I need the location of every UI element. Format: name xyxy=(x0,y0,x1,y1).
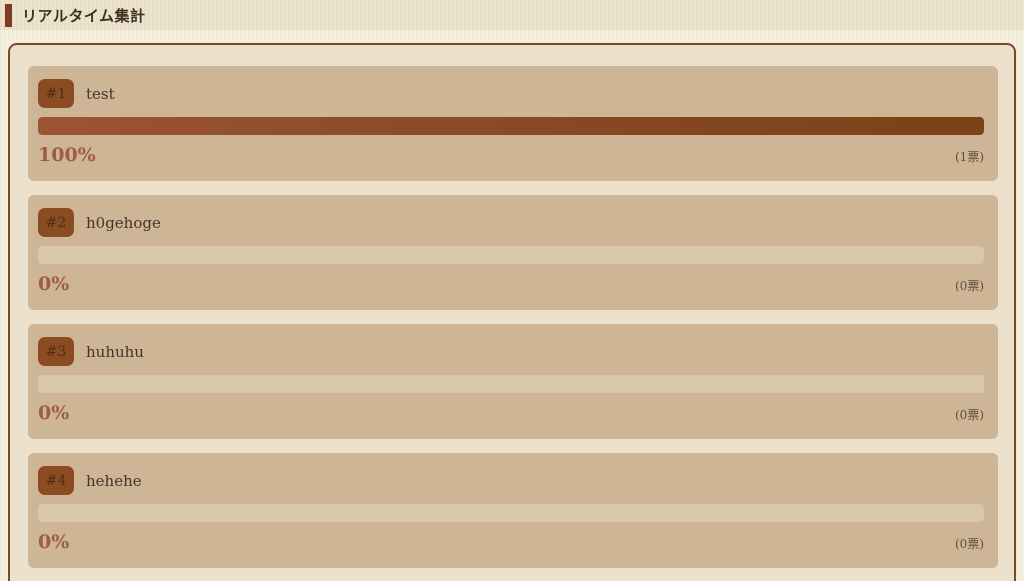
choice-label: test xyxy=(86,84,115,103)
percent-label: 0% xyxy=(38,273,70,295)
vote-bar-fill xyxy=(38,117,984,135)
poll-item: #1 test 100% (1票) xyxy=(28,66,998,181)
poll-item-foot: 0% (0票) xyxy=(38,273,984,295)
choice-label: huhuhu xyxy=(86,342,144,361)
header-accent-bar xyxy=(5,3,12,27)
page-title: リアルタイム集計 xyxy=(22,6,146,25)
rank-badge: #3 xyxy=(38,337,74,366)
poll-item-head: #2 h0gehoge xyxy=(38,208,984,237)
poll-item-foot: 0% (0票) xyxy=(38,531,984,553)
vote-bar-track xyxy=(38,246,984,264)
poll-item-head: #3 huhuhu xyxy=(38,337,984,366)
poll-item-head: #1 test xyxy=(38,79,984,108)
vote-bar-track xyxy=(38,117,984,135)
vote-bar-track xyxy=(38,504,984,522)
percent-label: 0% xyxy=(38,531,70,553)
poll-list: #1 test 100% (1票) #2 h0gehoge 0% (0票) #3… xyxy=(28,66,998,568)
votes-count-label: (0票) xyxy=(955,408,984,422)
percent-label: 100% xyxy=(38,144,96,166)
percent-label: 0% xyxy=(38,402,70,424)
choice-label: hehehe xyxy=(86,471,142,490)
vote-bar-track xyxy=(38,375,984,393)
votes-count-label: (1票) xyxy=(955,150,984,164)
poll-item-head: #4 hehehe xyxy=(38,466,984,495)
poll-item-foot: 0% (0票) xyxy=(38,402,984,424)
poll-item: #4 hehehe 0% (0票) xyxy=(28,453,998,568)
results-panel: #1 test 100% (1票) #2 h0gehoge 0% (0票) #3… xyxy=(8,43,1016,581)
rank-badge: #4 xyxy=(38,466,74,495)
poll-item-foot: 100% (1票) xyxy=(38,144,984,166)
choice-label: h0gehoge xyxy=(86,213,161,232)
votes-count-label: (0票) xyxy=(955,279,984,293)
poll-item: #3 huhuhu 0% (0票) xyxy=(28,324,998,439)
header: リアルタイム集計 xyxy=(0,0,1024,30)
poll-item: #2 h0gehoge 0% (0票) xyxy=(28,195,998,310)
rank-badge: #1 xyxy=(38,79,74,108)
votes-count-label: (0票) xyxy=(955,537,984,551)
rank-badge: #2 xyxy=(38,208,74,237)
